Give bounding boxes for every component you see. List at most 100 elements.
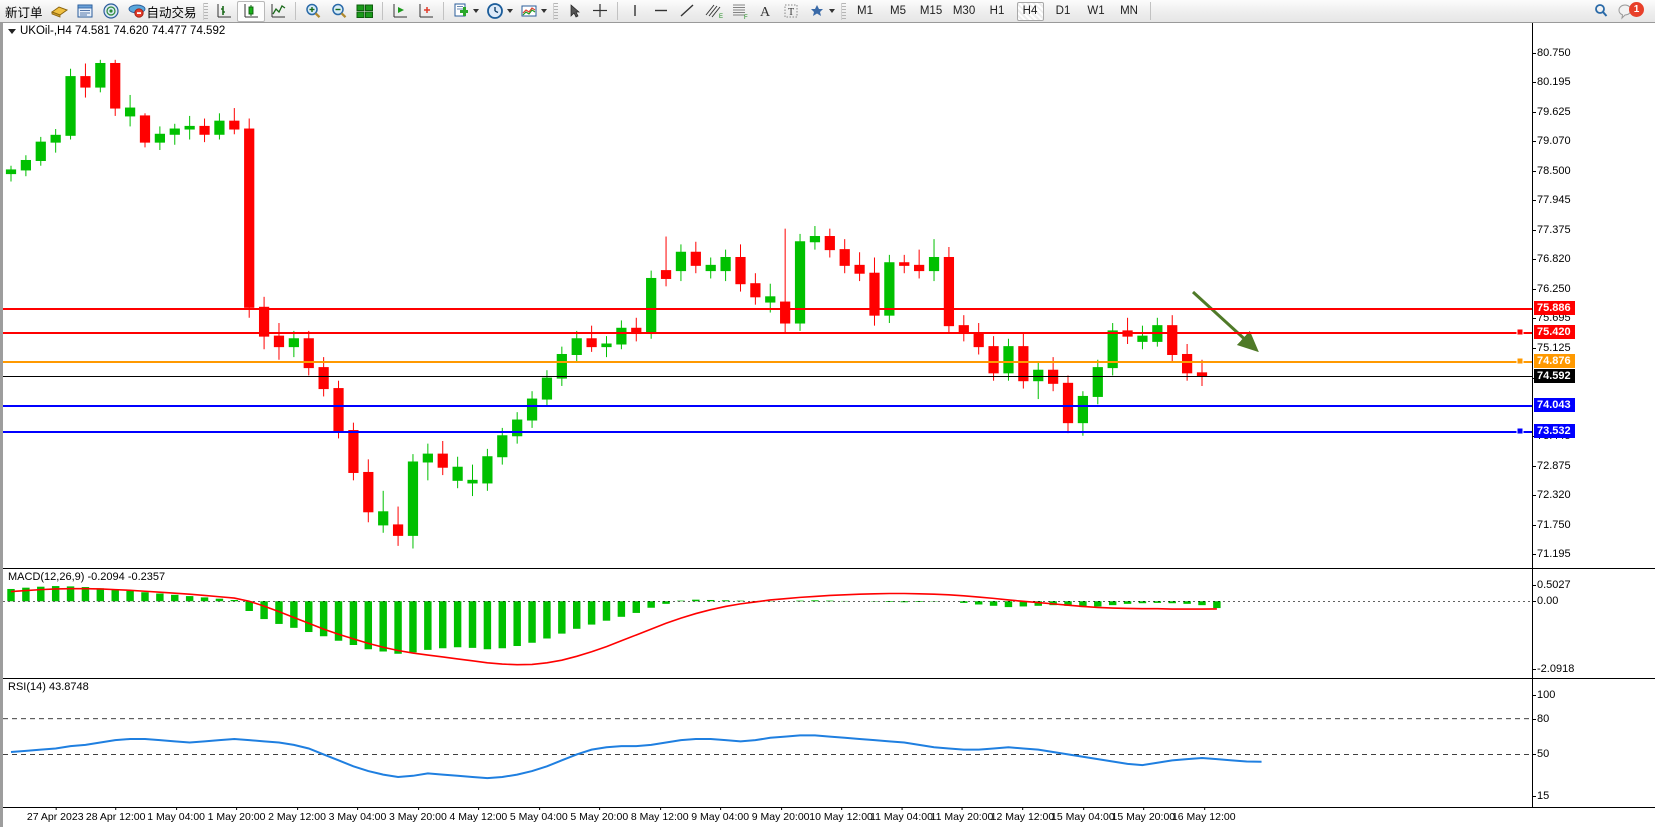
time-axis[interactable]: 27 Apr 2023 28 Apr 12:00 1 May 04:00 1 May … (3, 807, 1655, 827)
tile-windows-button[interactable] (352, 1, 378, 22)
level-handle-support-lower[interactable] (1516, 427, 1524, 435)
rsi-scale[interactable]: 100 80 50 15 (1532, 679, 1655, 807)
indicator-dropdown-caret[interactable] (472, 9, 479, 13)
level-handle-resistance-lower[interactable] (1516, 328, 1524, 336)
level-line-current-price[interactable] (3, 375, 1532, 377)
chart-menu-caret[interactable] (8, 28, 16, 34)
price-tag-pivot-level[interactable]: 74.876 (1534, 353, 1575, 368)
timeframe-w1[interactable]: W1 (1087, 5, 1105, 17)
price-tick: 71.750 (1533, 518, 1571, 531)
macd-pane[interactable]: MACD(12,26,9) -0.2094 -0.2357 0.5027 0.00… (3, 568, 1655, 678)
toolbar-grip-2[interactable] (552, 2, 558, 20)
equidistant-channel-button[interactable]: E (700, 1, 726, 22)
search-button[interactable] (1588, 1, 1614, 22)
templates-dropdown-caret[interactable] (540, 9, 547, 13)
price-tag-resistance-lower[interactable]: 75.420 (1534, 325, 1575, 340)
templates-icon (519, 2, 539, 21)
expert-advisor-icon[interactable] (46, 1, 72, 22)
auto-scroll-icon (416, 2, 436, 21)
candlestick-chart-button[interactable] (236, 0, 265, 22)
chart-area[interactable]: UKOil-,H4 74.581 74.620 74.477 74.592 80… (0, 23, 1655, 827)
fibonacci-retracement-icon: F (729, 2, 749, 21)
price-tag-support-upper[interactable]: 74.043 (1534, 397, 1575, 412)
period-separator-button[interactable] (482, 1, 516, 22)
level-line-resistance-upper[interactable] (3, 308, 1532, 311)
level-line-support-upper[interactable] (3, 404, 1532, 407)
price-tag-current-price[interactable]: 74.592 (1534, 368, 1575, 383)
price-tag-support-lower[interactable]: 73.532 (1534, 424, 1575, 439)
timeframe-mn[interactable]: MN (1120, 5, 1138, 17)
macd-tick: 0.00 (1532, 595, 1559, 608)
add-indicator-button[interactable] (448, 1, 482, 22)
toolbar-grip-3[interactable] (840, 2, 846, 20)
level-line-support-lower[interactable] (3, 431, 1532, 434)
autotrading-icon (127, 2, 147, 21)
time-label: 10 May 12:00 (809, 807, 873, 823)
price-tick: 78.500 (1533, 164, 1571, 177)
svg-text:A: A (760, 5, 771, 20)
fibonacci-retracement-button[interactable]: F (726, 1, 752, 22)
shapes-dropdown-caret[interactable] (828, 9, 835, 13)
templates-button[interactable] (516, 1, 550, 22)
horizontal-line-button[interactable] (648, 1, 674, 22)
time-label: 27 Apr 2023 (26, 807, 84, 823)
macd-plot (3, 569, 1655, 678)
timeframe-m30[interactable]: M30 (952, 5, 976, 17)
trendline-button[interactable] (674, 1, 700, 22)
text-label-button[interactable]: A (752, 1, 778, 22)
symbol-header[interactable]: UKOil-,H4 74.581 74.620 74.477 74.592 (8, 25, 225, 37)
shapes-button[interactable] (804, 1, 838, 22)
text-object-button[interactable]: T (778, 1, 804, 22)
price-tick: 77.945 (1533, 194, 1571, 207)
period-dropdown-caret[interactable] (506, 9, 513, 13)
price-pane[interactable]: UKOil-,H4 74.581 74.620 74.477 74.592 80… (3, 23, 1655, 568)
time-label: 3 May 20:00 (389, 807, 447, 823)
messages-button[interactable]: 1 (1614, 1, 1653, 22)
vertical-line-button[interactable] (622, 1, 648, 22)
toolbar-grip[interactable] (202, 2, 208, 20)
price-tick: 79.070 (1533, 135, 1571, 148)
symbol-ohlc-label: UKOil-,H4 74.581 74.620 74.477 74.592 (20, 25, 226, 37)
timeframe-h1[interactable]: H1 (989, 5, 1005, 17)
zoom-in-button[interactable] (300, 1, 326, 22)
price-tick: 71.195 (1533, 548, 1571, 560)
messages-badge: 1 (1629, 1, 1644, 17)
chart-shift-icon (390, 2, 410, 21)
time-label: 3 May 04:00 (328, 807, 387, 823)
macd-tick: -2.0918 (1532, 663, 1575, 675)
navigator-icon[interactable] (98, 1, 124, 22)
auto-scroll-button[interactable] (413, 1, 439, 22)
timeframe-d1[interactable]: D1 (1055, 5, 1071, 17)
rsi-tick: 100 (1532, 689, 1556, 701)
price-tag-resistance-upper[interactable]: 75.886 (1534, 301, 1575, 316)
chart-shift-button[interactable] (387, 1, 413, 22)
cursor-button[interactable] (561, 1, 587, 22)
timeframe-h4[interactable]: H4 (1016, 1, 1044, 21)
level-line-pivot-level[interactable] (3, 360, 1532, 363)
new-order-button[interactable]: 新订单 (2, 1, 46, 22)
timeframe-m15[interactable]: M15 (919, 5, 943, 17)
vertical-line-icon (625, 2, 645, 21)
level-handle-pivot-level[interactable] (1516, 357, 1524, 365)
line-chart-button[interactable] (265, 1, 291, 22)
timeframe-m5[interactable]: M5 (890, 5, 907, 17)
level-line-resistance-lower[interactable] (3, 332, 1532, 335)
price-scale[interactable]: 80.750 80.195 79.625 79.070 78.500 77.945 77.3… (1532, 23, 1655, 568)
window-list-icon (75, 2, 95, 21)
time-label: 11 May 04:00 (870, 807, 933, 823)
gold-bar-icon (49, 2, 69, 21)
crosshair-button[interactable] (587, 1, 613, 22)
macd-scale[interactable]: 0.5027 0.00 -2.0918 (1532, 569, 1655, 678)
timeframe-m1[interactable]: M1 (857, 5, 874, 17)
bar-chart-button[interactable] (211, 1, 237, 22)
bar-chart-icon (214, 2, 234, 21)
autotrading-button[interactable]: 自动交易 (124, 1, 200, 22)
macd-tick: 0.5027 (1533, 579, 1571, 591)
time-label: 8 May 12:00 (630, 807, 689, 823)
data-window-icon[interactable] (72, 1, 98, 22)
search-icon (1591, 2, 1611, 21)
rsi-pane[interactable]: RSI(14) 43.8748 100 80 50 15 (3, 678, 1655, 807)
zoom-out-button[interactable] (326, 1, 352, 22)
tile-windows-icon (355, 2, 375, 21)
